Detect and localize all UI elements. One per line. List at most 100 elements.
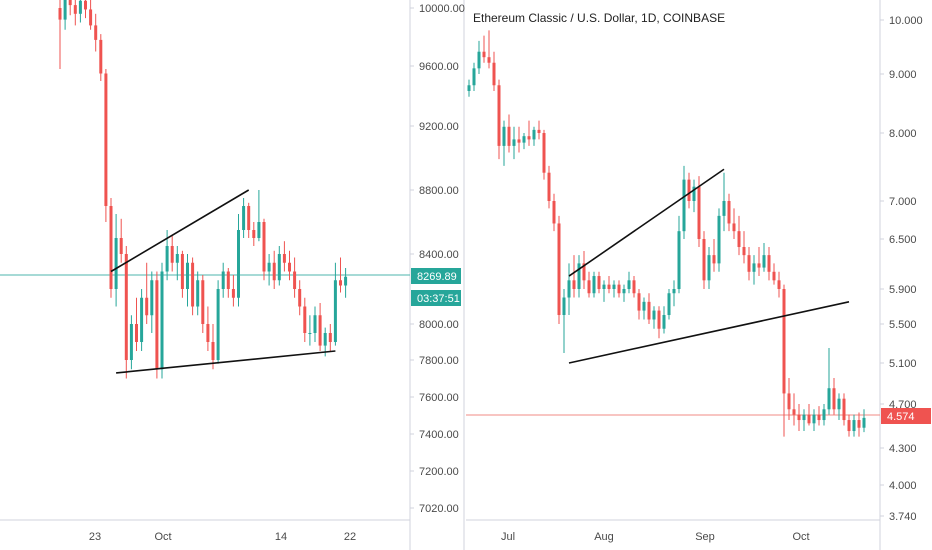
right-candle-body (572, 280, 576, 289)
left-candle-body (308, 333, 312, 334)
left-candle-body (186, 262, 189, 289)
right-candle-body (622, 289, 626, 294)
left-candle-body (104, 73, 108, 206)
right-candle-body (782, 289, 786, 394)
left-y-tick-label: 9200.00 (419, 121, 459, 133)
right-candle-body (807, 414, 811, 424)
right-candle-body (602, 284, 606, 289)
left-candle-body (298, 289, 302, 307)
left-x-tick-label: 23 (89, 531, 101, 543)
right-y-tick-label: 6.500 (889, 234, 917, 246)
right-candle-body (537, 129, 541, 133)
left-candle-body (135, 324, 138, 342)
left-candle-body (272, 262, 276, 281)
right-candle-body (792, 409, 796, 415)
left-y-tick-label: 7400.00 (419, 429, 459, 441)
right-candle-body (637, 293, 641, 311)
right-candle-body (547, 172, 551, 201)
right-candle-body (712, 255, 716, 264)
left-candle-body (237, 230, 240, 298)
left-y-tick-label: 7020.00 (419, 503, 459, 515)
left-candle-body (145, 297, 149, 316)
right-candle-body (812, 414, 816, 424)
right-candle-body (467, 85, 471, 91)
right-candle-body (647, 301, 651, 320)
right-y-tick-label: 7.000 (889, 196, 917, 208)
left-candle-body (333, 280, 337, 342)
left-y-tick-label: 8000.00 (419, 319, 459, 331)
left-candle-body (201, 280, 205, 324)
left-candle-body (119, 238, 123, 254)
right-trendline (568, 301, 850, 364)
right-candle-body (682, 179, 686, 232)
right-x-tick-label: Jul (501, 531, 515, 543)
right-candle-body (832, 388, 836, 410)
left-candle-body (303, 306, 307, 333)
right-y-tick-label: 5.500 (889, 319, 917, 331)
left-candle-body (140, 297, 144, 342)
right-candle-body (632, 280, 636, 294)
left-candle-body (262, 222, 266, 272)
left-candle-body (313, 315, 317, 333)
right-candle-body (762, 255, 766, 268)
left-candle-body (267, 262, 271, 272)
left-candle-body (216, 289, 220, 360)
right-candle-body (512, 139, 516, 146)
right-candle-body (627, 280, 631, 289)
right-candle-body (482, 51, 486, 58)
right-candle-body (657, 310, 661, 329)
left-candle-body (129, 324, 133, 360)
right-candle-body (702, 239, 706, 281)
right-y-tick-label: 5.100 (889, 358, 917, 370)
left-y-tick-label: 10000.00 (419, 3, 465, 15)
right-candle-body (562, 297, 566, 316)
right-candle-body (857, 420, 861, 428)
right-x-tick-label: Aug (594, 531, 614, 543)
right-y-tick-label: 4.000 (889, 480, 917, 492)
right-candle-body (527, 136, 531, 140)
right-candle-body (652, 310, 656, 320)
left-candle-body (175, 254, 179, 263)
right-x-tick-label: Sep (695, 531, 715, 543)
right-candle-body (787, 393, 791, 410)
left-candle-body (252, 230, 256, 238)
right-last-price-label: 4.574 (887, 411, 915, 423)
right-candle-body (597, 276, 601, 289)
left-candle-body (73, 5, 77, 14)
left-candle-body (180, 254, 184, 289)
right-candle-body (707, 255, 711, 281)
left-candle-body (160, 271, 164, 370)
right-candle-body (852, 420, 856, 432)
left-candle-body (196, 280, 200, 307)
right-candle-body (672, 289, 676, 294)
right-candle-body (542, 133, 546, 173)
left-candle-body (150, 280, 154, 316)
left-candle-body (277, 254, 281, 281)
left-candle-body (191, 262, 195, 307)
right-candle-body (502, 126, 506, 146)
right-candle-body (492, 62, 496, 86)
right-y-tick-label: 8.000 (889, 128, 917, 140)
left-candle-body (124, 254, 128, 360)
right-candle-body (767, 255, 771, 272)
left-candle-body (109, 206, 113, 289)
right-candle-body (477, 51, 481, 69)
right-candle-body (677, 231, 681, 289)
right-candle-body (717, 215, 721, 264)
right-candle-body (552, 201, 556, 224)
left-candle-body (68, 0, 72, 6)
left-y-tick-label: 9600.00 (419, 61, 459, 73)
left-candle-body (344, 276, 348, 286)
right-candle-body (582, 263, 586, 281)
right-candle-body (742, 247, 746, 256)
right-candle-body (797, 414, 801, 421)
right-candle-body (842, 398, 846, 421)
left-candle-body (293, 271, 297, 289)
right-candle-body (592, 276, 596, 294)
left-candle-body (257, 222, 261, 238)
left-candle-body (231, 289, 235, 298)
left-trendline (110, 189, 250, 273)
right-last-price-badge (881, 408, 931, 424)
